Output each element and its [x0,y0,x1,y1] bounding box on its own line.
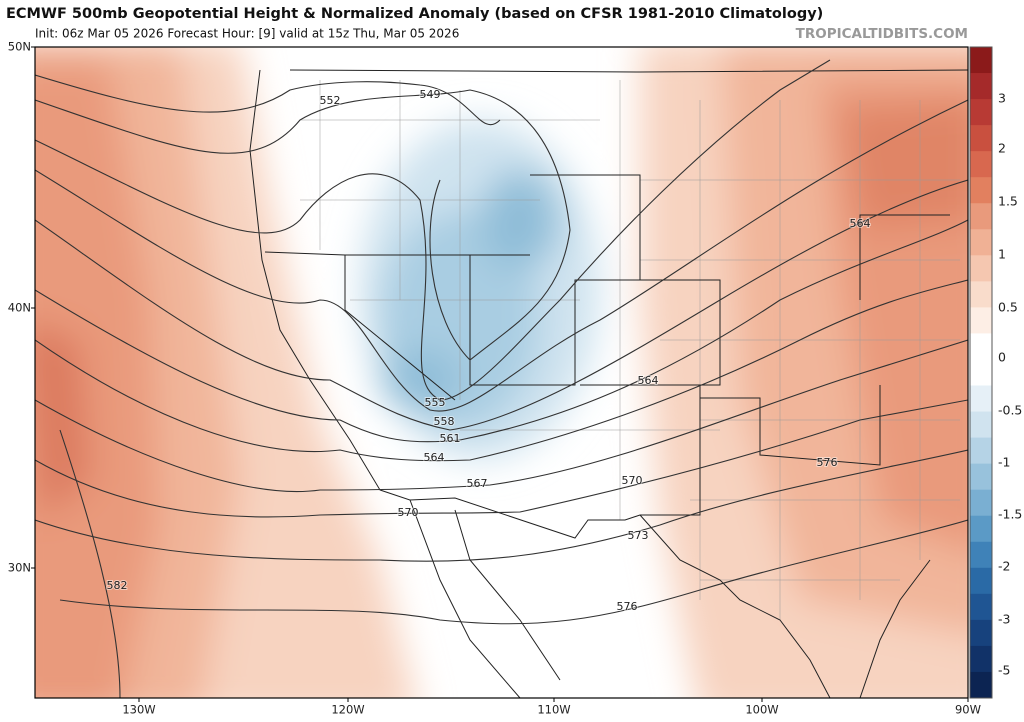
colorbar-label: -1.5 [998,507,1022,522]
watermark: TROPICALTIDBITS.COM [796,26,968,42]
colorbar-swatch [970,359,992,387]
colorbar-swatch [970,437,992,465]
colorbar-label: -5 [998,663,1010,678]
contour-label: 555 [425,396,446,409]
colorbar-swatch [970,47,992,74]
colorbar-swatch [970,151,992,178]
colorbar-label: -2 [998,559,1010,574]
colorbar-frame [969,46,993,699]
colorbar: 3 2 1.5 1 0.5 0 -0.5 -1 -1.5 -2 -3 -5 [969,46,1022,699]
colorbar-swatch [970,411,992,439]
colorbar-label: -1 [998,455,1010,470]
colorbar-swatch [970,125,992,152]
lon-label: 120W [331,703,364,717]
contour-label: 573 [628,529,649,542]
colorbar-swatch [970,385,992,413]
colorbar-label: 3 [998,91,1006,106]
colorbar-swatch [970,177,992,204]
subtitle: Init: 06z Mar 05 2026 Forecast Hour: [9]… [35,27,459,41]
contour-label: 576 [817,456,838,469]
borders [249,69,968,698]
colorbar-swatch [970,515,992,543]
contour-label: 552 [320,94,341,107]
colorbar-label: 0 [998,350,1006,365]
colorbar-swatch [970,645,992,673]
colorbar-label: 0.5 [998,300,1018,315]
lon-label: 130W [122,703,155,717]
title: ECMWF 500mb Geopotential Height & Normal… [6,6,823,22]
lat-label: 50N [8,40,31,54]
colorbar-swatch [970,541,992,569]
contour-label: 582 [107,579,128,592]
map-frame [34,46,969,699]
contour-label: 558 [434,415,455,428]
colorbar-swatch [970,281,992,308]
contour-label: 564 [424,451,445,464]
map [35,47,968,698]
colorbar-swatch [970,593,992,621]
colorbar-label: -0.5 [998,403,1022,418]
colorbar-swatch [970,333,992,360]
contour-label: 570 [622,474,643,487]
colorbar-swatch [970,255,992,282]
colorbar-swatch [970,567,992,595]
contours [35,59,968,698]
colorbar-swatch [970,619,992,647]
colorbar-label: 1.5 [998,194,1018,209]
colorbar-swatch [970,203,992,230]
contour-label: 576 [617,600,638,613]
contour-label: 561 [440,432,461,445]
contour-label: 567 [467,477,488,490]
colorbar-swatch [970,671,992,699]
colorbar-swatch [970,489,992,517]
colorbar-label: -3 [998,612,1010,627]
lon-label: 90W [955,703,981,717]
contour-label: 564 [850,217,871,230]
colorbar-swatch [970,307,992,334]
colorbar-swatch [970,463,992,491]
colorbar-swatch [970,229,992,256]
contour-label: 570 [398,506,419,519]
lon-label: 110W [537,703,570,717]
contour-label: 549 [420,88,441,101]
colorbar-swatch [970,73,992,100]
colorbar-label: 1 [998,247,1006,262]
contour-label: 564 [638,374,659,387]
colorbar-swatch [970,99,992,126]
lat-label: 30N [8,561,31,575]
lat-label: 40N [8,301,31,315]
colorbar-label: 2 [998,141,1006,156]
lon-label: 100W [745,703,778,717]
